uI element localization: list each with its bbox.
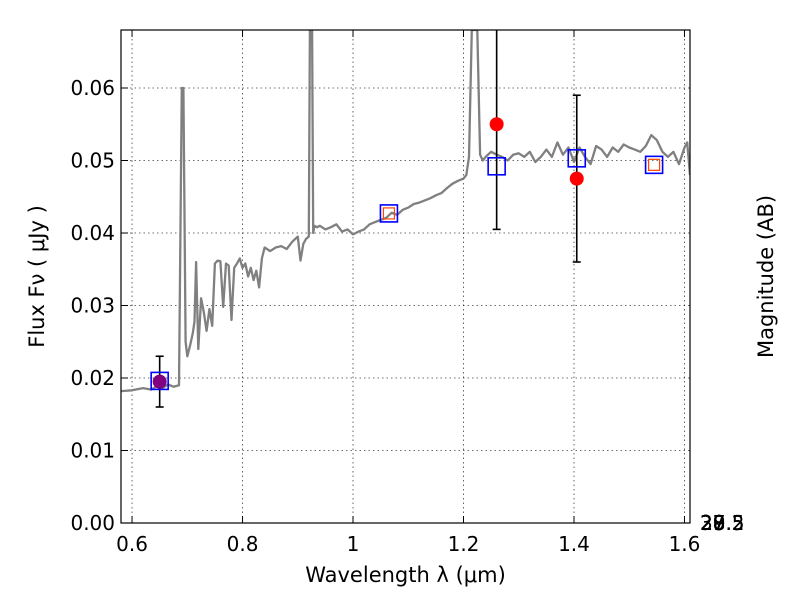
y-axis-title: Flux Fν ( μJy ) — [25, 205, 49, 348]
observed-point — [569, 171, 584, 186]
y2-tick-label: 27.2 — [700, 511, 745, 535]
y-tick-label: 0.05 — [70, 149, 115, 173]
model-spectrum-line — [121, 30, 690, 393]
model-photometry-inner-square — [647, 158, 661, 171]
plot-frame — [120, 29, 691, 524]
y-tick-label: 0.00 — [70, 511, 115, 535]
markers — [150, 30, 664, 408]
grid — [121, 30, 690, 524]
y-tick-label: 0.06 — [70, 76, 115, 100]
model-photometry-square — [379, 204, 399, 223]
y2-tick-label: 27 — [700, 511, 725, 535]
x-tick-label: 1.6 — [669, 532, 701, 556]
x-tick-label: 1.4 — [558, 532, 590, 556]
y-tick-label: 0.01 — [70, 439, 115, 463]
x-tick-label: 1.2 — [448, 532, 480, 556]
model-photometry-square — [487, 157, 506, 176]
y-tick-label: 0.02 — [70, 366, 115, 390]
y-tick-label: 0.04 — [70, 221, 115, 245]
model-photometry-square — [567, 149, 587, 168]
observed-point — [152, 374, 167, 389]
axes: 0.6 0.8 1 1.2 1.4 1.6 0.00 0.01 0.02 0.03 0.04 0.05… — [70, 30, 745, 556]
plot-area — [121, 30, 690, 393]
y2-tick-label: 29 — [700, 511, 725, 535]
model-photometry-inner-square — [382, 207, 396, 220]
y2-tick-label: 27.5 — [700, 511, 745, 535]
model-photometry-square — [150, 371, 169, 391]
x-tick-label: 0.8 — [227, 532, 259, 556]
x-tick-label: 1 — [347, 532, 360, 556]
x-tick-label: 0.6 — [116, 532, 148, 556]
y2-tick-label: 30 — [700, 511, 725, 535]
model-photometry-square — [644, 155, 664, 175]
y2-tick-label: 28.5 — [700, 511, 745, 535]
x-axis-title: Wavelength λ (μm) — [305, 563, 506, 587]
observed-point — [489, 117, 504, 132]
y2-tick-label: 28 — [700, 511, 725, 535]
y2-axis-title: Magnitude (AB) — [754, 195, 778, 358]
y-tick-label: 0.03 — [70, 294, 115, 318]
